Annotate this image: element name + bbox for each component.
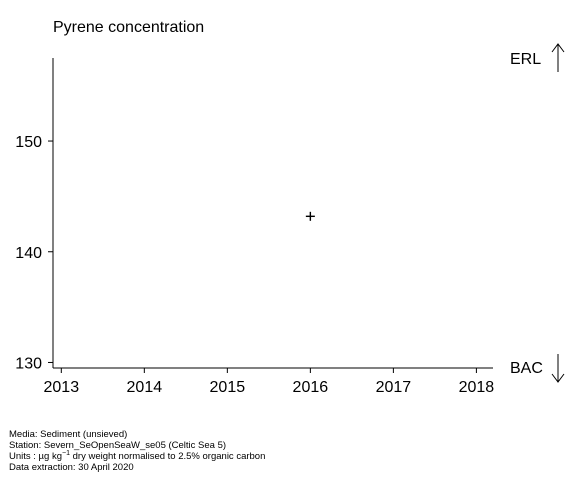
units-suffix: dry weight normalised to 2.5% organic ca…: [69, 451, 266, 462]
footer-media: Media: Sediment (unsieved): [9, 429, 128, 440]
footer-units: Units : µg kg−1 dry weight normalised to…: [9, 449, 266, 462]
bac-arrow-head: [551, 373, 565, 383]
data-point: [305, 211, 315, 221]
y-tick-label: 150: [15, 134, 42, 151]
units-prefix: Units : µg kg: [9, 451, 62, 462]
x-tick-label: 2013: [44, 379, 80, 396]
erl-arrow-head: [551, 43, 565, 53]
x-tick-label: 2017: [376, 379, 412, 396]
chart-title: Pyrene concentration: [53, 19, 205, 36]
x-tick-label: 2018: [459, 379, 495, 396]
y-tick-label: 140: [15, 245, 42, 262]
footer-notes: Media: Sediment (unsieved) Station: Seve…: [9, 429, 265, 473]
bac-label: BAC: [510, 360, 543, 377]
footer-station: Station: Severn_SeOpenSeaW_se05 (Celtic …: [9, 440, 227, 451]
erl-up-arrow-icon: [551, 43, 565, 72]
x-tick-label: 2016: [293, 379, 329, 396]
axes: 2013 2014 2015 2016 2017 2018 130 140 150: [15, 58, 494, 396]
bac-down-arrow-icon: [551, 354, 565, 383]
footer-extraction: Data extraction: 30 April 2020: [9, 462, 134, 473]
erl-label: ERL: [510, 51, 542, 68]
x-tick-label: 2015: [210, 379, 246, 396]
data-marks: [305, 211, 315, 221]
reference-arrows: [551, 43, 565, 383]
units-exponent: −1: [62, 449, 70, 457]
x-tick-label: 2014: [127, 379, 163, 396]
y-tick-label: 130: [15, 355, 42, 372]
